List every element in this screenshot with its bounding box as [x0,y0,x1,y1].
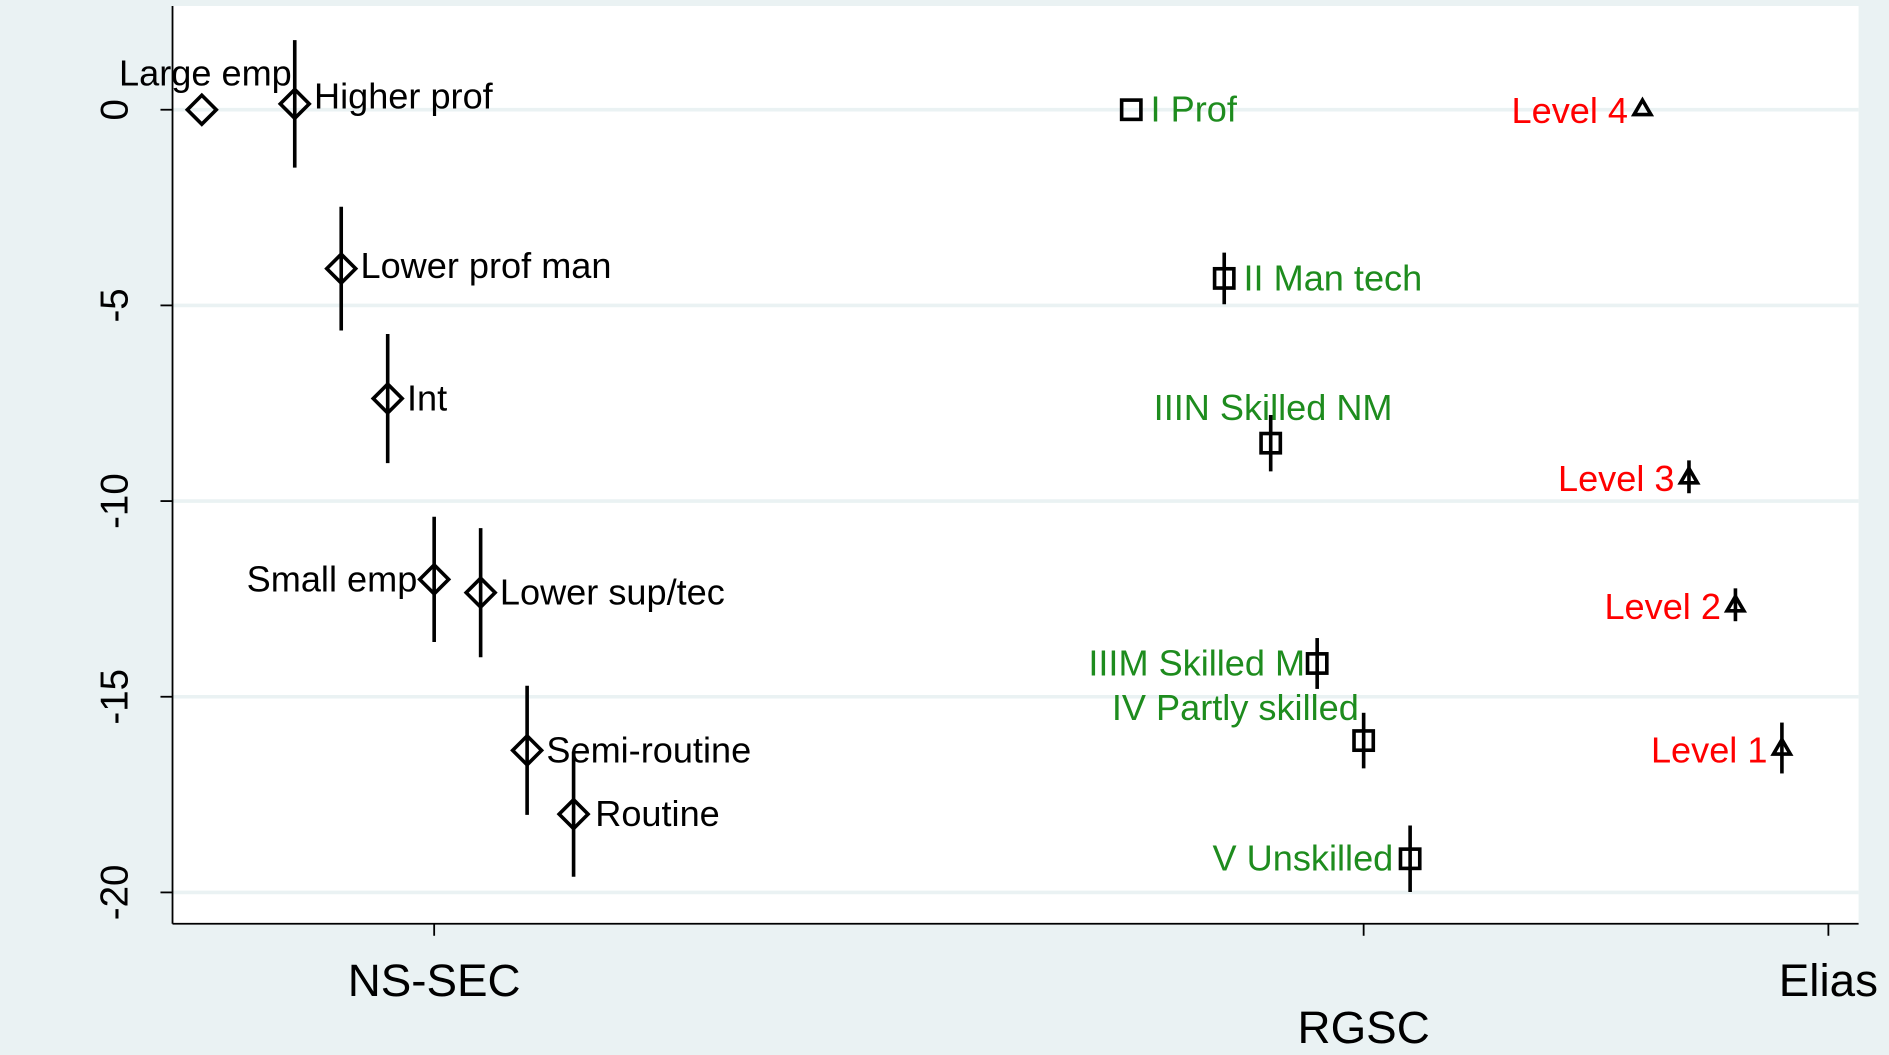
point-label: IIIN Skilled NM [1154,387,1393,428]
point-label: IIIM Skilled M [1088,642,1305,683]
y-tick-label: -10 [93,473,136,529]
point-label: Semi-routine [546,729,751,770]
y-tick-label: -5 [93,288,136,322]
marker [184,92,219,127]
marker [1677,464,1701,485]
marker [463,575,498,610]
point-label: Higher prof [314,76,494,117]
point-label: Int [407,377,447,418]
marker [324,251,359,286]
point-label: I Prof [1151,89,1238,130]
marker [1630,96,1655,117]
plot-area [172,6,1859,924]
marker [417,562,452,597]
point-label: Level 2 [1604,586,1721,627]
marker [1398,847,1422,871]
marker [370,381,405,416]
y-tick-label: -20 [93,865,136,921]
point-label: V Unskilled [1213,838,1394,879]
marker [1119,98,1143,122]
point-label: Large emp [119,53,292,94]
marker [1352,729,1376,753]
x-tick-label: NS-SEC [348,955,521,1006]
point-label: Routine [595,793,720,834]
marker [510,733,545,768]
marker [556,797,591,832]
x-tick-label: RGSC [1298,1002,1430,1053]
x-tick-label: Elias [1779,955,1878,1006]
marker [1259,431,1283,455]
point-label: Level 1 [1651,729,1768,770]
point-label: IV Partly skilled [1112,687,1359,728]
point-label: Small emp [247,558,418,599]
marker [1305,652,1329,675]
marker [277,86,312,121]
point-label: Level 4 [1512,90,1629,131]
marker [1770,735,1794,756]
y-tick-label: -15 [93,669,136,725]
point-label: Lower sup/tec [500,572,725,613]
point-label: Level 3 [1558,458,1675,499]
marker [1212,266,1236,290]
y-tick-label: 0 [93,99,136,120]
point-label: Lower prof man [360,245,611,286]
marker [1723,592,1748,613]
point-label: II Man tech [1243,257,1422,298]
